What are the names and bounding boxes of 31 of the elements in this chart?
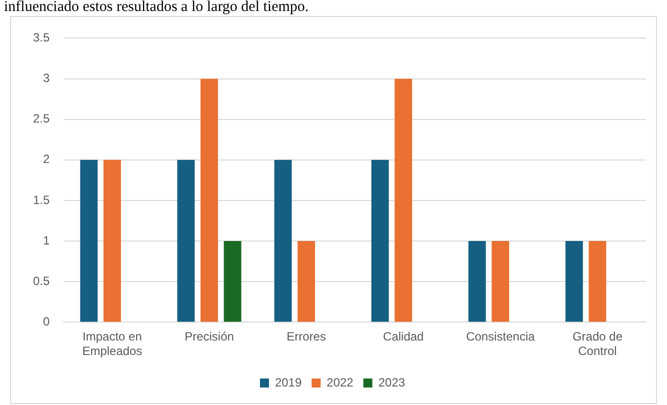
- bar: [492, 241, 510, 322]
- y-tick-label: 2.5: [32, 112, 50, 126]
- bar: [80, 160, 98, 322]
- text: influenciado estos resultados a lo largo del tiempo.: [3, 0, 310, 15]
- x-tick-label: Precisión: [184, 330, 234, 344]
- x-tick-label: Impacto en Empleados: [82, 330, 142, 358]
- bar: [565, 241, 583, 322]
- bar: [588, 241, 606, 322]
- bar: [394, 78, 412, 322]
- bar: [103, 160, 121, 322]
- y-tick-label: 3: [42, 71, 50, 86]
- x-tick-label: Calidad: [383, 330, 424, 344]
- x-tick-label: Consistencia: [466, 330, 536, 344]
- bar: [200, 78, 218, 322]
- bar: [298, 241, 316, 322]
- bar: [371, 160, 389, 322]
- x-tick-label: Grado de Control: [572, 330, 623, 358]
- bar: [468, 241, 486, 322]
- legend-label: 2022: [326, 375, 354, 390]
- x-tick-label: Errores: [286, 330, 326, 344]
- y-tick-label: 3.5: [32, 30, 50, 45]
- y-tick-label: 0: [42, 314, 50, 329]
- bar: [274, 160, 292, 322]
- legend-label: 2023: [378, 375, 406, 390]
- bar: [224, 241, 242, 322]
- y-tick-label: 2: [42, 152, 50, 166]
- y-tick-label: 1.5: [32, 192, 50, 207]
- bar: [177, 160, 195, 322]
- legend-label: 2019: [274, 375, 302, 390]
- y-tick-label: 0.5: [32, 274, 50, 288]
- y-tick-label: 1: [42, 233, 50, 248]
